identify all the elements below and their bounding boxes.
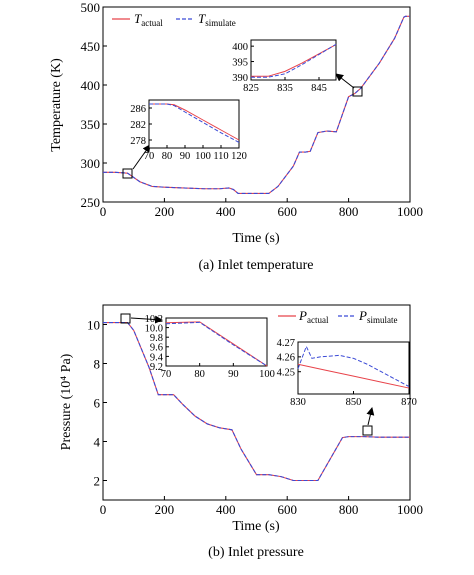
inset-a1-y-tick-label: 278 [130, 136, 146, 147]
inset-a1-series-simulate-line [149, 103, 240, 143]
inset-a2-y-tick-label: 390 [232, 73, 248, 84]
inset-b2-series-simulate-line [297, 345, 410, 388]
inset-b2-x-tick-label: 830 [290, 397, 306, 408]
inset-a2-y-tick-label: 400 [232, 42, 248, 53]
inset-a2-series-actual-line [251, 44, 337, 77]
inset-a1-x-tick-label: 110 [213, 151, 228, 162]
chart-a-y-tick-label: 450 [81, 39, 101, 54]
zoom-arrow-a2 [335, 73, 355, 89]
chart-a-y-tick-label: 500 [81, 0, 101, 15]
inset-a2-y-tick-label: 395 [232, 57, 248, 68]
chart-b-y-tick-label: 6 [94, 395, 101, 410]
chart-a-y-tick-label: 400 [81, 78, 101, 93]
inset-a1-x-tick-label: 100 [195, 151, 211, 162]
chart-b-y-tick-label: 10 [87, 317, 100, 332]
inset-b1-y-tick-label: 9.6 [150, 343, 163, 354]
chart-a-y-tick-label: 350 [81, 117, 101, 132]
caption-b: (b) Inlet pressure [208, 545, 304, 560]
inset-b2-x-tick-label: 870 [401, 397, 417, 408]
inset-a1: 70 80 90 100 110 120 278 282 286 [130, 99, 247, 162]
zoom-arrow-b2 [366, 407, 375, 426]
chart-b-x-tick-label: 600 [277, 502, 297, 517]
inset-b2-y-tick-label: 4.25 [277, 368, 295, 379]
chart-a-series-actual-line [103, 15, 410, 194]
inset-b1-y-tick-label: 9.2 [150, 362, 163, 373]
inset-a1-y-tick-label: 286 [130, 104, 146, 115]
zoom-marker-b1 [120, 313, 131, 324]
inset-b2-y-tick-label: 4.26 [277, 353, 295, 364]
inset-a2: 825 835 845 390 395 400 [232, 39, 337, 94]
chart-b-x-tick-label: 800 [339, 502, 359, 517]
legend-a-actual-label: Tactual [134, 11, 163, 28]
inset-a2-series-simulate-line [251, 43, 337, 78]
caption-a: (a) Inlet temperature [198, 258, 313, 273]
zoom-marker-a1 [122, 168, 133, 179]
inset-a1-y-tick-label: 282 [130, 120, 146, 131]
chart-a-y-tick-label: 300 [81, 156, 101, 171]
chart-b-x-tick-label: 400 [216, 502, 236, 517]
legend-b: Pactual Psimulate [278, 308, 397, 325]
inset-b2-series-actual-line [297, 363, 410, 389]
chart-b-x-tick-label: 200 [155, 502, 175, 517]
inset-b1-x-tick-label: 70 [161, 369, 172, 380]
inset-a1-x-tick-label: 120 [231, 151, 247, 162]
inset-b1-frame [165, 317, 268, 367]
inset-b1-x-tick-label: 80 [194, 369, 205, 380]
inset-b1-y-tick-label: 9.4 [150, 352, 164, 363]
plot-frame-a [102, 6, 411, 203]
zoom-arrow-b1 [130, 315, 163, 324]
zoom-marker-b2 [362, 425, 373, 436]
zoom-arrow-a1 [132, 144, 151, 170]
inset-b1-x-tick-label: 90 [228, 369, 239, 380]
inset-a1-frame [148, 99, 240, 149]
inset-b2-y-tick-label: 4.27 [277, 338, 295, 349]
inset-b1: 70 80 90 100 9.29.49.69.810.010.2 [145, 314, 275, 380]
chart-a-x-tick-label: 600 [277, 204, 297, 219]
chart-a-y-tick-label: 250 [81, 195, 101, 210]
chart-b-y-tick-label: 8 [94, 356, 101, 371]
y-axis-label-a: Temperature (K) [49, 58, 64, 152]
inset-b1-x-tick-label: 100 [259, 369, 275, 380]
chart-b-y-tick-label: 4 [94, 434, 101, 449]
legend-a: Tactual Tsimulate [112, 11, 236, 28]
inset-a2-x-tick-label: 825 [243, 83, 259, 94]
zoom-marker-a2 [352, 86, 363, 97]
inset-a1-x-tick-label: 70 [144, 151, 155, 162]
chart-b-x-tick-label: 0 [100, 502, 107, 517]
legend-b-simulate-label: Psimulate [358, 308, 397, 325]
chart-a-x-tick-label: 400 [216, 204, 236, 219]
chart-b-series-simulate-line [103, 321, 410, 482]
chart-a-x-tick-label: 800 [339, 204, 359, 219]
chart-inlet-temperature: 0 200 400 600 800 1000 250 300 350 400 450 500 Tim… [49, 0, 423, 273]
inset-b1-y-tick-label: 10.0 [145, 323, 163, 334]
chart-inlet-pressure: 0 200 400 600 800 1000 2 4 6 8 10 Time (s) Pressu… [59, 304, 423, 560]
x-axis-label-a: Time (s) [232, 231, 280, 246]
inset-a2-frame [250, 39, 337, 81]
chart-a-x-tick-label: 0 [100, 204, 107, 219]
inset-b1-y-tick-label: 10.2 [145, 314, 163, 325]
inset-b1-y-tick-label: 9.8 [150, 333, 163, 344]
legend-b-actual-label: Pactual [298, 308, 329, 325]
legend-a-simulate-label: Tsimulate [198, 11, 236, 28]
inset-a2-x-tick-label: 845 [311, 83, 327, 94]
y-axis-label-b: Pressure (10⁴ Pa) [59, 353, 74, 450]
inset-a1-x-tick-label: 90 [180, 151, 191, 162]
x-axis-label-b: Time (s) [232, 519, 280, 534]
chart-b-y-tick-label: 2 [94, 473, 101, 488]
chart-a-x-tick-label: 1000 [397, 204, 423, 219]
inset-b2: 830 850 870 4.25 4.26 4.27 [277, 338, 417, 408]
chart-a-x-tick-label: 200 [155, 204, 175, 219]
inset-a1-x-tick-label: 80 [162, 151, 173, 162]
chart-b-x-tick-label: 1000 [397, 502, 423, 517]
inset-a2-x-tick-label: 835 [277, 83, 293, 94]
inset-b2-x-tick-label: 850 [346, 397, 362, 408]
